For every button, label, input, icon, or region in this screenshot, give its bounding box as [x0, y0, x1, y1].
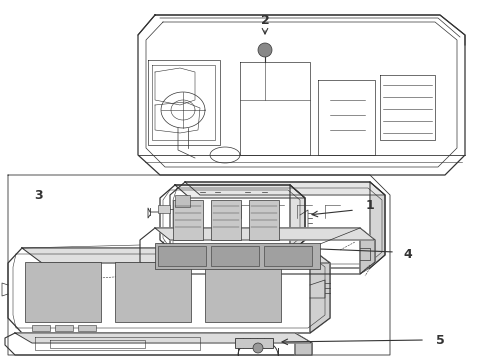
Polygon shape: [360, 228, 375, 274]
Polygon shape: [290, 185, 305, 253]
Bar: [264, 246, 312, 266]
Text: 1: 1: [366, 198, 374, 212]
Polygon shape: [370, 182, 385, 268]
Bar: [158, 246, 206, 266]
Bar: [158, 205, 170, 213]
Text: 2: 2: [261, 14, 270, 27]
Text: 3: 3: [34, 189, 42, 202]
Circle shape: [253, 343, 263, 353]
Polygon shape: [175, 185, 305, 198]
Bar: [211, 200, 241, 240]
Bar: [155, 243, 320, 269]
Bar: [249, 200, 279, 240]
Polygon shape: [22, 248, 330, 263]
Bar: [32, 325, 50, 331]
Circle shape: [258, 43, 272, 57]
Bar: [158, 245, 170, 253]
Polygon shape: [155, 228, 375, 240]
Polygon shape: [15, 333, 312, 343]
Text: 4: 4: [404, 248, 413, 261]
Polygon shape: [295, 333, 312, 355]
Bar: [173, 200, 203, 240]
Bar: [175, 195, 190, 207]
Bar: [205, 262, 281, 322]
Polygon shape: [185, 182, 385, 195]
Bar: [115, 262, 191, 322]
Polygon shape: [310, 248, 330, 333]
Bar: [211, 246, 259, 266]
Bar: [25, 262, 101, 322]
Text: 5: 5: [436, 333, 444, 346]
Bar: [55, 325, 73, 331]
Bar: [235, 338, 273, 348]
Bar: [78, 325, 96, 331]
